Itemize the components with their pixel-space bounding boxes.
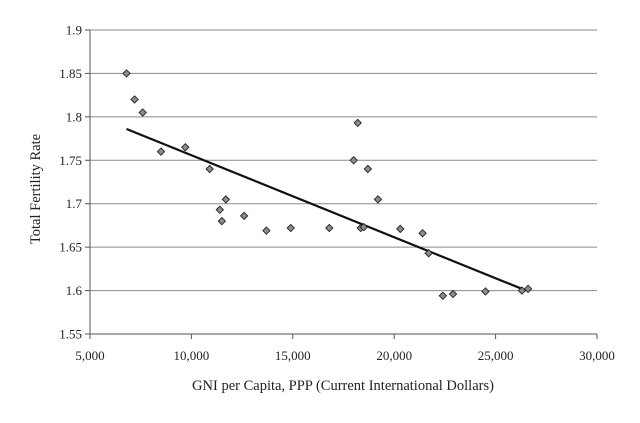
x-tick-label: 15,000	[275, 348, 311, 363]
data-point	[130, 95, 139, 104]
trendline	[126, 127, 525, 291]
y-tick-label: 1.9	[66, 23, 82, 38]
y-axis-title: Total Fertility Rate	[28, 134, 44, 244]
data-point	[205, 164, 214, 174]
x-tick-label: 30,000	[579, 348, 615, 363]
x-axis-title: GNI per Capita, PPP (Current Internation…	[192, 378, 494, 394]
data-point	[353, 118, 362, 128]
data-point	[424, 248, 433, 258]
data-point	[438, 291, 448, 301]
data-point	[359, 222, 369, 232]
data-point	[448, 289, 458, 299]
data-point	[373, 195, 383, 204]
x-tick-label: 5,000	[75, 348, 104, 363]
data-point	[217, 216, 227, 226]
axes	[85, 29, 598, 339]
y-tick-label: 1.55	[59, 327, 82, 342]
y-tick-labels: 1.55 1.6 1.65 1.7 1.75 1.8 1.85 1.9	[59, 23, 82, 342]
data-point	[122, 69, 131, 78]
data-point	[418, 229, 427, 238]
x-tick-label: 20,000	[376, 348, 412, 363]
data-point	[349, 156, 358, 165]
data-point	[181, 143, 190, 152]
x-tick-label: 10,000	[174, 348, 210, 363]
data-point	[396, 224, 405, 234]
y-tick-label: 1.75	[59, 153, 82, 168]
y-tick-label: 1.7	[66, 196, 83, 211]
data-points	[122, 69, 533, 301]
data-point	[325, 223, 334, 233]
data-point	[239, 211, 249, 221]
gridlines	[90, 29, 597, 292]
y-tick-label: 1.85	[59, 66, 82, 81]
data-point	[286, 223, 296, 233]
x-tick-labels: 5,000 10,000 15,000 20,000 25,000 30,000	[75, 348, 615, 363]
x-tick-label: 25,000	[478, 348, 514, 363]
data-point	[215, 205, 225, 215]
y-tick-label: 1.8	[66, 109, 82, 124]
data-point	[262, 226, 271, 235]
data-point	[481, 287, 490, 296]
data-point	[363, 164, 373, 174]
data-point	[523, 284, 533, 294]
y-tick-label: 1.6	[66, 283, 83, 298]
y-tick-label: 1.65	[59, 240, 82, 255]
data-point	[138, 108, 147, 117]
data-point	[156, 147, 166, 156]
trendline-group	[126, 127, 525, 291]
data-point	[221, 195, 231, 204]
